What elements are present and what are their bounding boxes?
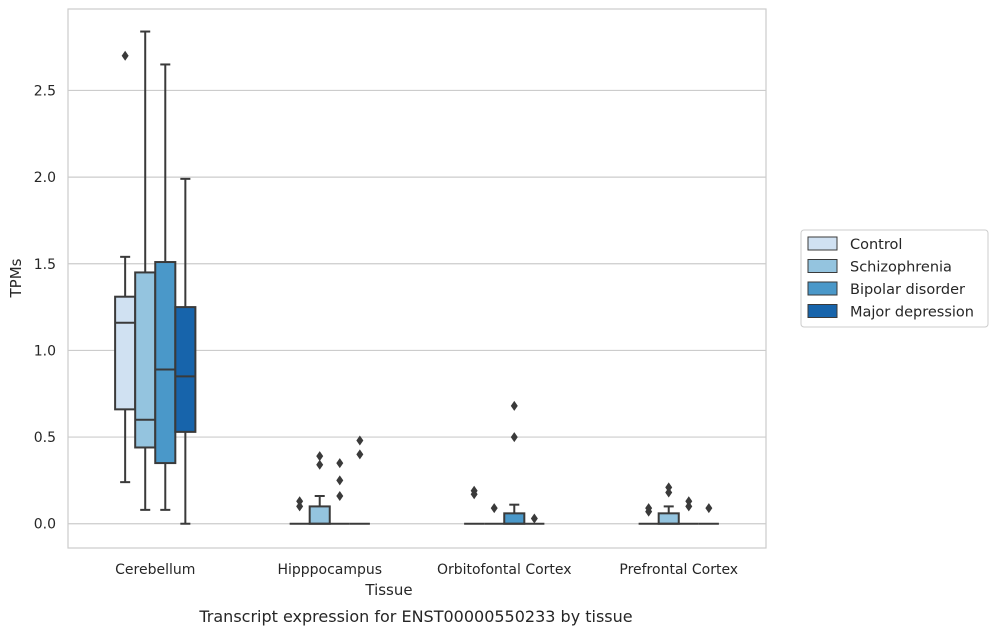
box-group — [329, 458, 350, 525]
box — [503, 512, 526, 525]
y-axis-ticks: 0.0 0.5 1.0 1.5 2.0 2.5 — [34, 83, 56, 532]
outlier-point — [705, 503, 713, 514]
box — [114, 295, 137, 411]
x-tick-label: Orbitofontal Cortex — [437, 562, 572, 578]
box-group — [638, 503, 659, 525]
outlier-point — [356, 449, 364, 460]
legend-frame — [800, 229, 989, 328]
outlier-point — [336, 491, 344, 502]
box-group — [524, 513, 545, 525]
outlier-point — [316, 451, 324, 462]
outlier-point — [530, 513, 538, 524]
legend-label: Major depression — [850, 305, 974, 321]
x-axis-ticks: Cerebellum Hipppocampus Orbitofontal Corte… — [115, 562, 738, 578]
outlier-point — [356, 435, 364, 446]
box-group — [289, 496, 310, 525]
outlier-point — [470, 485, 478, 496]
outlier-point — [296, 496, 304, 507]
box-group — [464, 485, 485, 525]
x-tick-label: Hipppocampus — [277, 562, 382, 578]
box — [154, 261, 177, 465]
box-group — [657, 482, 680, 525]
legend-label: Bipolar disorder — [850, 282, 965, 298]
outlier-point — [316, 459, 324, 470]
legend-swatch — [807, 281, 838, 296]
y-tick-label: 1.5 — [34, 257, 56, 273]
box-group — [134, 30, 157, 511]
legend: Control Schizophrenia Bipolar disorder Majo… — [800, 229, 989, 328]
outlier-point — [685, 496, 693, 507]
legend-swatch — [807, 304, 838, 318]
box-group — [484, 503, 505, 525]
box — [657, 512, 680, 525]
x-tick-label: Cerebellum — [115, 562, 195, 578]
box-group — [154, 63, 177, 511]
plot-frame — [67, 8, 767, 549]
y-tick-label: 1.0 — [34, 343, 56, 359]
box-group — [114, 50, 137, 484]
y-tick-label: 0.5 — [34, 430, 56, 446]
legend-swatch — [807, 236, 838, 251]
box-group — [174, 177, 197, 525]
outlier-point — [336, 458, 344, 469]
outlier-point — [665, 482, 673, 493]
box — [174, 306, 197, 433]
outlier-point — [685, 501, 693, 512]
box-group — [349, 435, 370, 525]
box-group — [678, 496, 699, 525]
box-group — [698, 503, 719, 525]
y-tick-label: 2.5 — [34, 83, 56, 99]
outlier-point — [645, 503, 653, 514]
box-series — [114, 30, 719, 525]
outlier-point — [296, 501, 304, 512]
outlier-point — [490, 503, 498, 514]
legend-label: Control — [850, 237, 902, 253]
y-axis-title: TPMs — [7, 258, 25, 298]
box — [308, 505, 331, 525]
legend-swatch — [807, 259, 838, 273]
outlier-point — [510, 400, 518, 411]
x-tick-label: Prefrontal Cortex — [619, 562, 738, 578]
box-group — [308, 451, 331, 525]
outlier-point — [665, 487, 673, 498]
chart-caption: Transcript expression for ENST0000055023… — [198, 607, 632, 626]
legend-label: Schizophrenia — [850, 260, 952, 276]
box — [134, 271, 157, 449]
y-tick-label: 2.0 — [34, 170, 56, 186]
x-axis-title: Tissue — [364, 581, 412, 599]
y-tick-label: 0.0 — [34, 517, 56, 533]
outlier-point — [121, 50, 129, 61]
outlier-point — [510, 432, 518, 443]
box-group — [503, 400, 526, 525]
outlier-point — [336, 475, 344, 486]
